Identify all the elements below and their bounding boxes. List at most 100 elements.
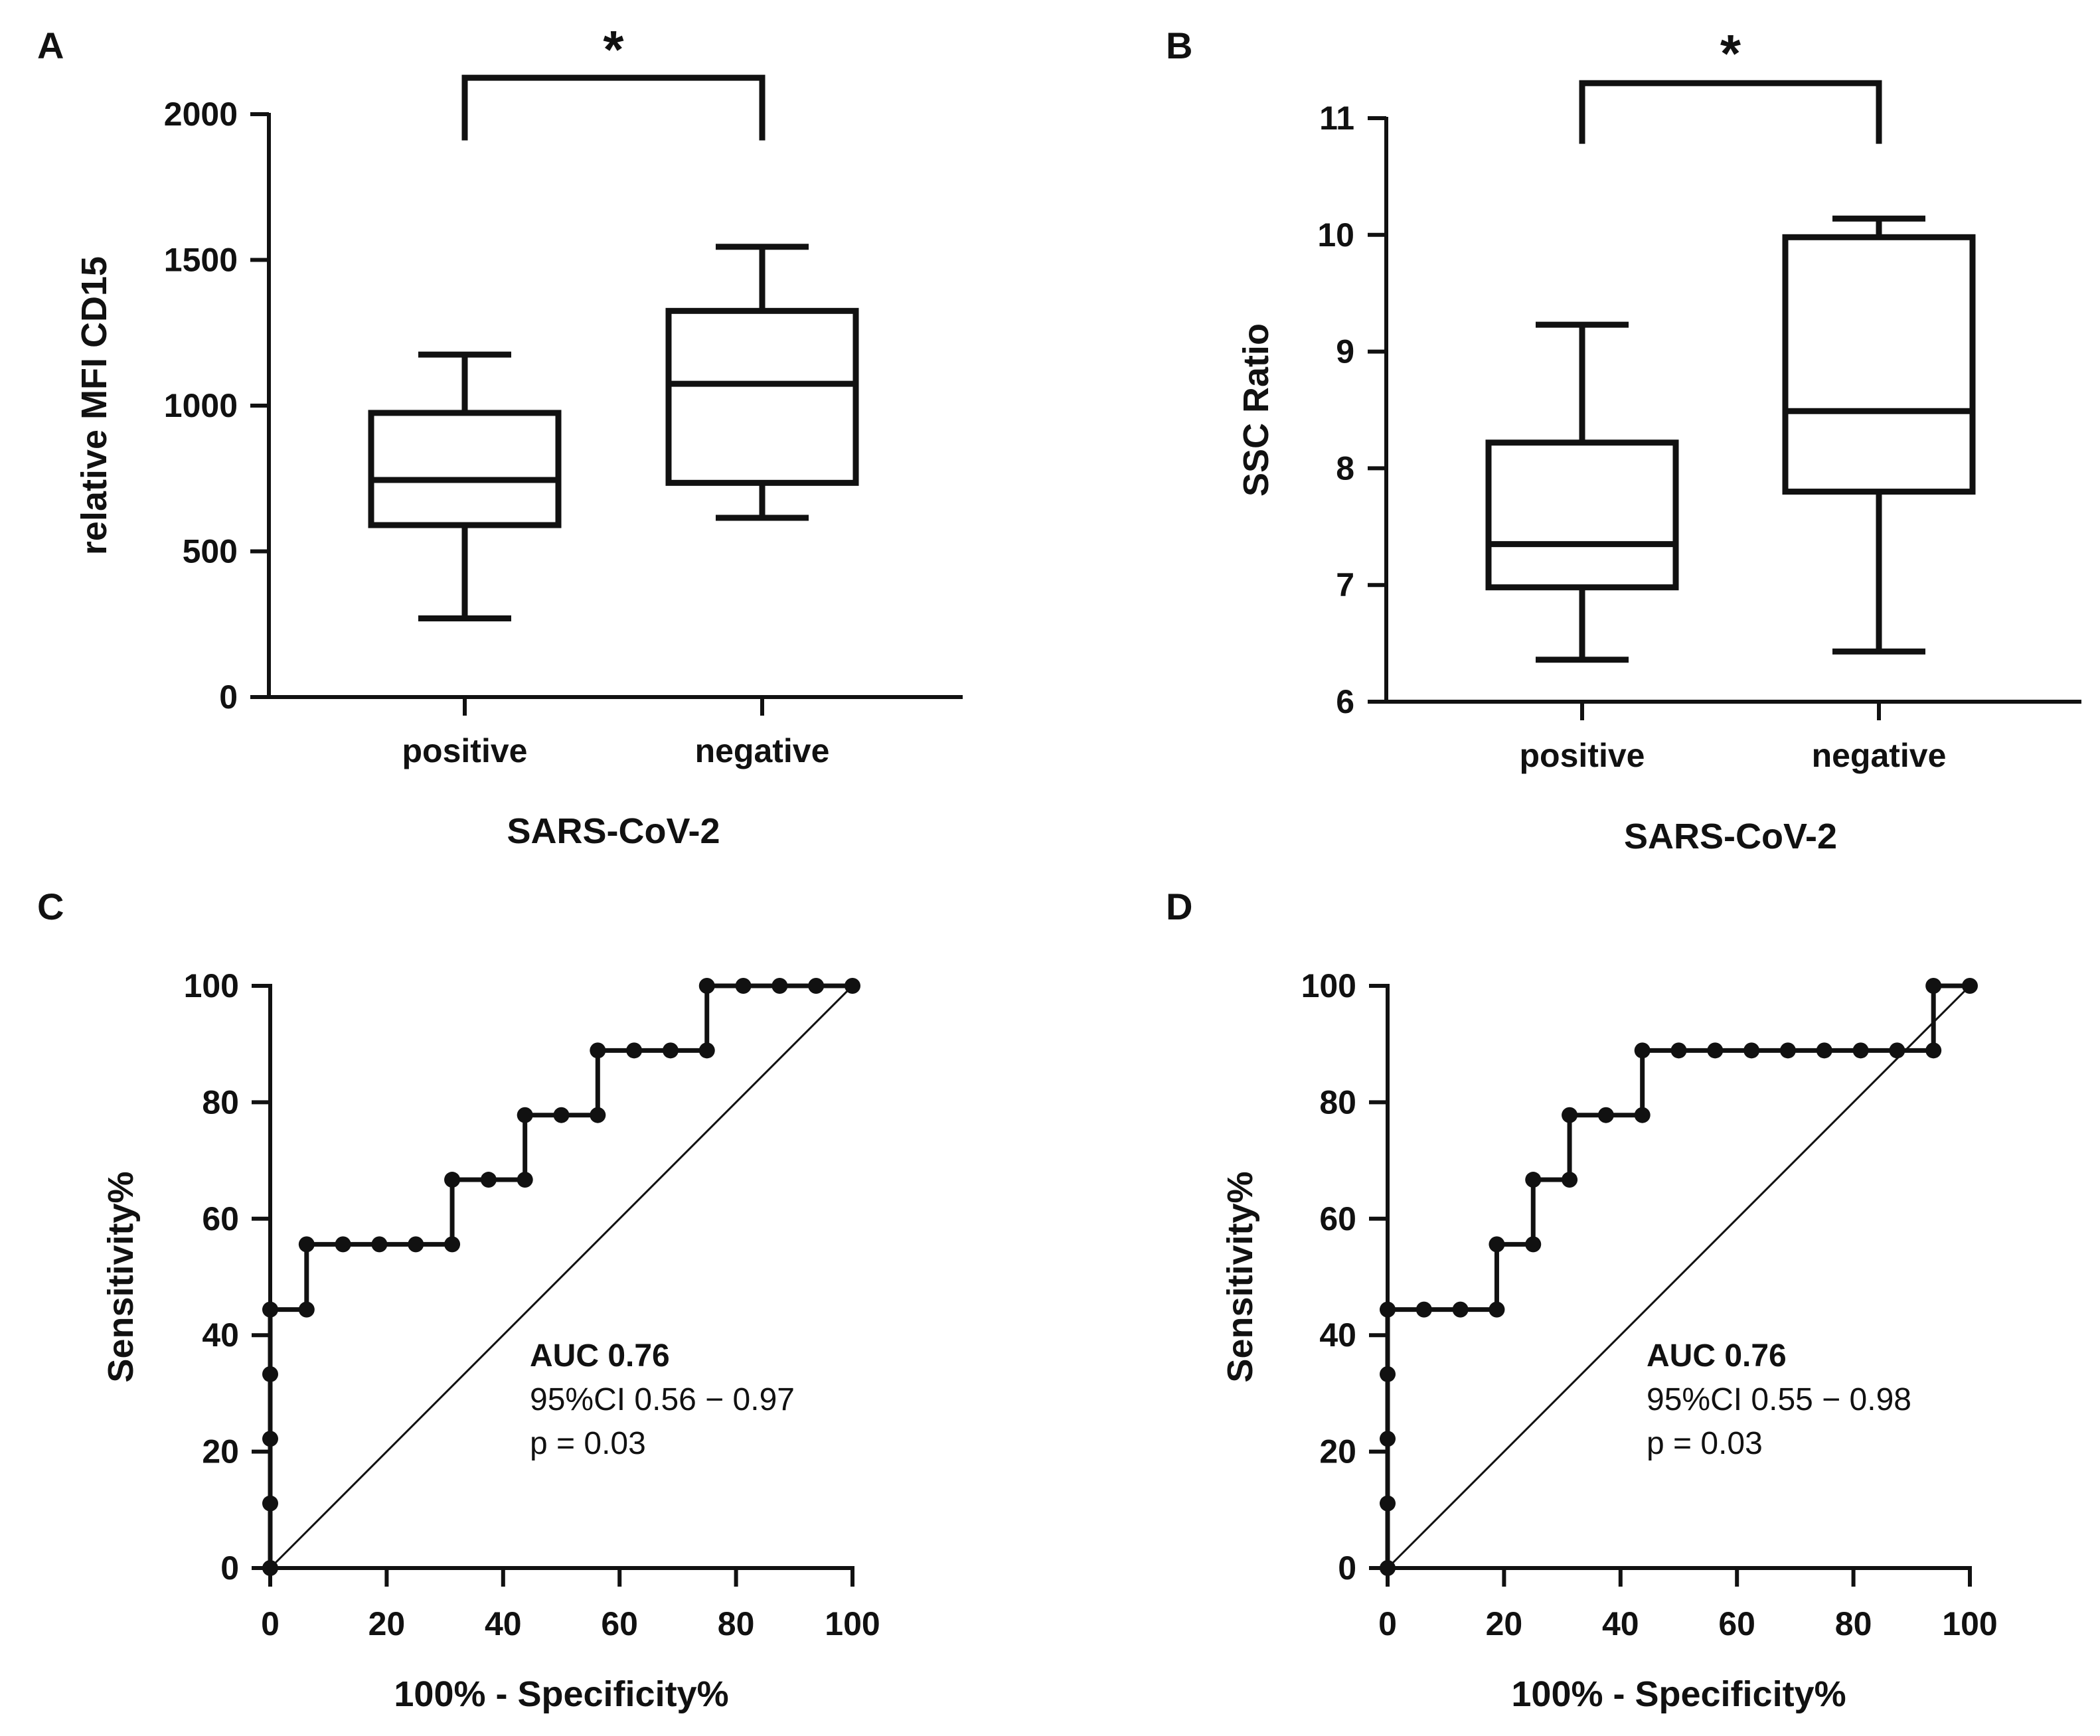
roc-point [480,1172,497,1188]
panel-b: B 6 7 8 9 10 11 positive negative * SARS-CoV-2 SSC … [1166,24,2081,856]
panel-c: C 0 20 40 60 80 100 0 20 40 60 80 100 AUC 0.76 95%CI 0… [37,886,880,1714]
y-tick-label: 2000 [164,96,238,133]
roc-point [662,1042,679,1059]
ci-label: 95%CI 0.55 − 0.98 [1647,1382,1911,1417]
significance-star: * [603,20,624,79]
roc-point [262,1560,278,1576]
box-negative [665,244,859,521]
box-iqr [1485,439,1679,591]
y-tick-label: 100 [184,967,239,1004]
x-axis-title: 100% - Specificity% [394,1674,728,1714]
roc-point [1562,1107,1578,1123]
y-tick-label: 500 [183,533,238,570]
roc-point [808,978,825,994]
x-tick-label: 80 [718,1605,755,1642]
y-tick-label: 6 [1336,683,1354,720]
x-axis-title: 100% - Specificity% [1511,1674,1846,1714]
roc-point [1852,1042,1869,1059]
reference-line [269,985,854,1569]
roc-point [698,978,715,994]
y-tick-label: 80 [202,1083,239,1121]
x-tick-label: 20 [368,1605,406,1642]
y-tick-label: 0 [1338,1549,1356,1587]
y-tick-label: 60 [202,1200,239,1237]
roc-point [262,1495,278,1512]
roc-point [1380,1560,1396,1576]
x-tick-label: 60 [1718,1605,1755,1642]
p-value-label: p = 0.03 [530,1426,646,1461]
y-tick-label: 60 [1319,1200,1356,1237]
panel-letter: C [37,886,64,927]
y-axis-title: SSC Ratio [1236,323,1276,497]
x-tick-label: positive [1520,737,1645,774]
roc-point [1889,1042,1905,1059]
roc-point [1634,1042,1651,1059]
box-positive [368,351,562,621]
roc-point [590,1107,606,1123]
roc-point [1380,1431,1396,1447]
x-axis-title: SARS-CoV-2 [507,811,720,851]
y-tick-label: 1000 [164,387,238,424]
p-value-label: p = 0.03 [1647,1426,1763,1461]
panel-letter: B [1166,25,1192,66]
roc-point [1489,1301,1505,1318]
y-axis-title: relative MFI CD15 [74,256,114,555]
box-iqr [368,410,562,528]
x-tick-label: negative [1812,737,1947,774]
box-positive [1485,321,1679,663]
roc-point [1380,1366,1396,1382]
box-iqr [1782,234,1976,495]
significance-bracket [461,74,766,141]
roc-point [1597,1107,1614,1123]
y-tick-label: 0 [220,1549,239,1587]
roc-point [1634,1107,1651,1123]
roc-point [553,1107,570,1123]
x-tick-label: 100 [1942,1605,1997,1642]
roc-point [517,1107,533,1123]
roc-point [1670,1042,1687,1059]
x-tick-label: negative [695,732,830,769]
y-tick-label: 20 [202,1433,239,1470]
roc-point [335,1236,351,1253]
roc-point [1489,1236,1505,1253]
x-tick-label: 40 [485,1605,522,1642]
roc-point [444,1236,461,1253]
y-axis-title: Sensitivity% [1220,1171,1260,1382]
y-tick-label: 100 [1301,967,1356,1004]
roc-point [517,1172,533,1188]
roc-point [1925,978,1942,994]
roc-point [1562,1172,1578,1188]
y-tick-label: 10 [1317,216,1354,254]
significance-bracket [1579,80,1882,144]
ci-label: 95%CI 0.56 − 0.97 [530,1382,795,1417]
x-tick-label: 20 [1486,1605,1523,1642]
y-tick-label: 11 [1319,100,1354,137]
y-tick-label: 7 [1336,566,1354,603]
reference-line [1386,985,1971,1569]
roc-point [1743,1042,1760,1059]
x-tick-label: 80 [1835,1605,1872,1642]
y-axis-title: Sensitivity% [101,1171,141,1382]
auc-label: AUC 0.76 [530,1338,670,1374]
y-tick-label: 9 [1336,333,1354,370]
roc-point [1525,1172,1542,1188]
roc-point [262,1301,278,1318]
roc-point [845,978,860,994]
box-iqr [665,307,859,486]
roc-point [1380,1495,1396,1512]
y-tick-label: 40 [1319,1316,1356,1354]
y-tick-label: 0 [219,678,238,716]
panel-letter: D [1166,886,1192,927]
roc-point [1415,1301,1432,1318]
y-tick-label: 80 [1319,1083,1356,1121]
roc-point [444,1172,461,1188]
x-tick-label: 0 [261,1605,280,1642]
roc-point [262,1431,278,1447]
roc-point [735,978,752,994]
roc-point [1925,1042,1942,1059]
roc-point [1962,978,1978,994]
x-tick-label: 60 [601,1605,638,1642]
y-tick-label: 1500 [164,242,238,279]
